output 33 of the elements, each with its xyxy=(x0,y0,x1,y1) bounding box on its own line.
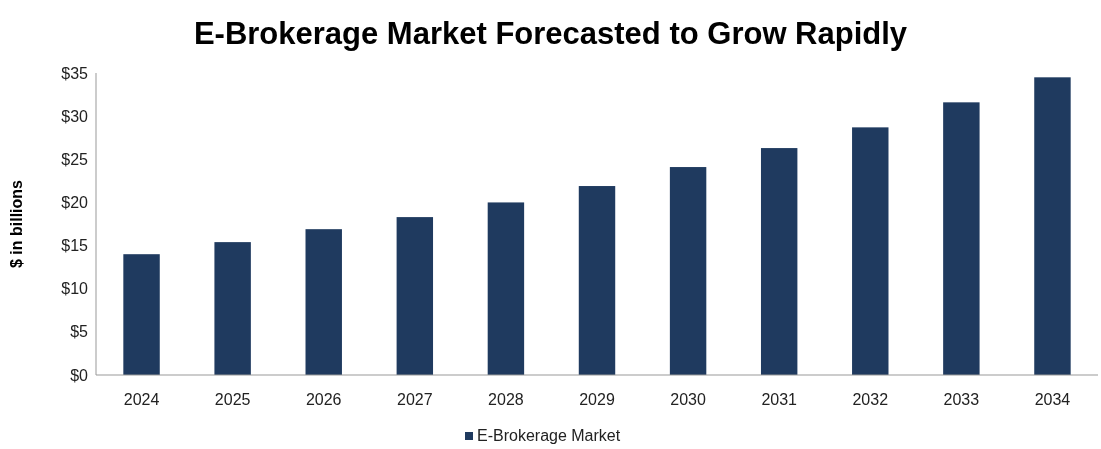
y-tick-label: $35 xyxy=(61,64,89,82)
bar xyxy=(1034,77,1071,375)
x-tick-label: 2025 xyxy=(214,391,251,408)
bar xyxy=(578,186,616,375)
chart-title: E-Brokerage Market Forecasted to Grow Rapidly xyxy=(193,16,908,51)
x-tick-label: 2034 xyxy=(1034,391,1071,408)
bar xyxy=(669,167,707,375)
y-tick-label: $25 xyxy=(61,150,89,168)
x-tick-label: 2027 xyxy=(397,391,433,408)
y-tick-label: $15 xyxy=(61,237,89,255)
x-tick-label: 2033 xyxy=(943,391,980,408)
y-tick-label: $0 xyxy=(70,366,89,384)
y-tick-label: $20 xyxy=(61,194,89,212)
y-axis-title: $ in billions xyxy=(8,179,25,269)
bar xyxy=(214,242,251,375)
x-tick-label: 2028 xyxy=(488,391,524,408)
bar xyxy=(760,148,798,375)
x-tick-label: 2026 xyxy=(305,391,342,408)
bar xyxy=(396,217,434,375)
y-tick-label: $10 xyxy=(61,280,89,298)
bar xyxy=(123,254,160,375)
legend-label: E-Brokerage Market xyxy=(477,427,621,444)
x-tick-label: 2031 xyxy=(761,391,798,408)
bar xyxy=(305,229,342,375)
y-tick-label: $30 xyxy=(61,107,89,125)
bar xyxy=(943,102,980,375)
x-tick-label: 2030 xyxy=(670,391,706,408)
x-tick-label: 2032 xyxy=(852,391,889,408)
bar xyxy=(487,202,525,375)
bar xyxy=(852,127,889,375)
y-tick-label: $5 xyxy=(70,323,89,341)
x-tick-label: 2029 xyxy=(579,391,615,408)
x-tick-label: 2024 xyxy=(123,391,160,408)
